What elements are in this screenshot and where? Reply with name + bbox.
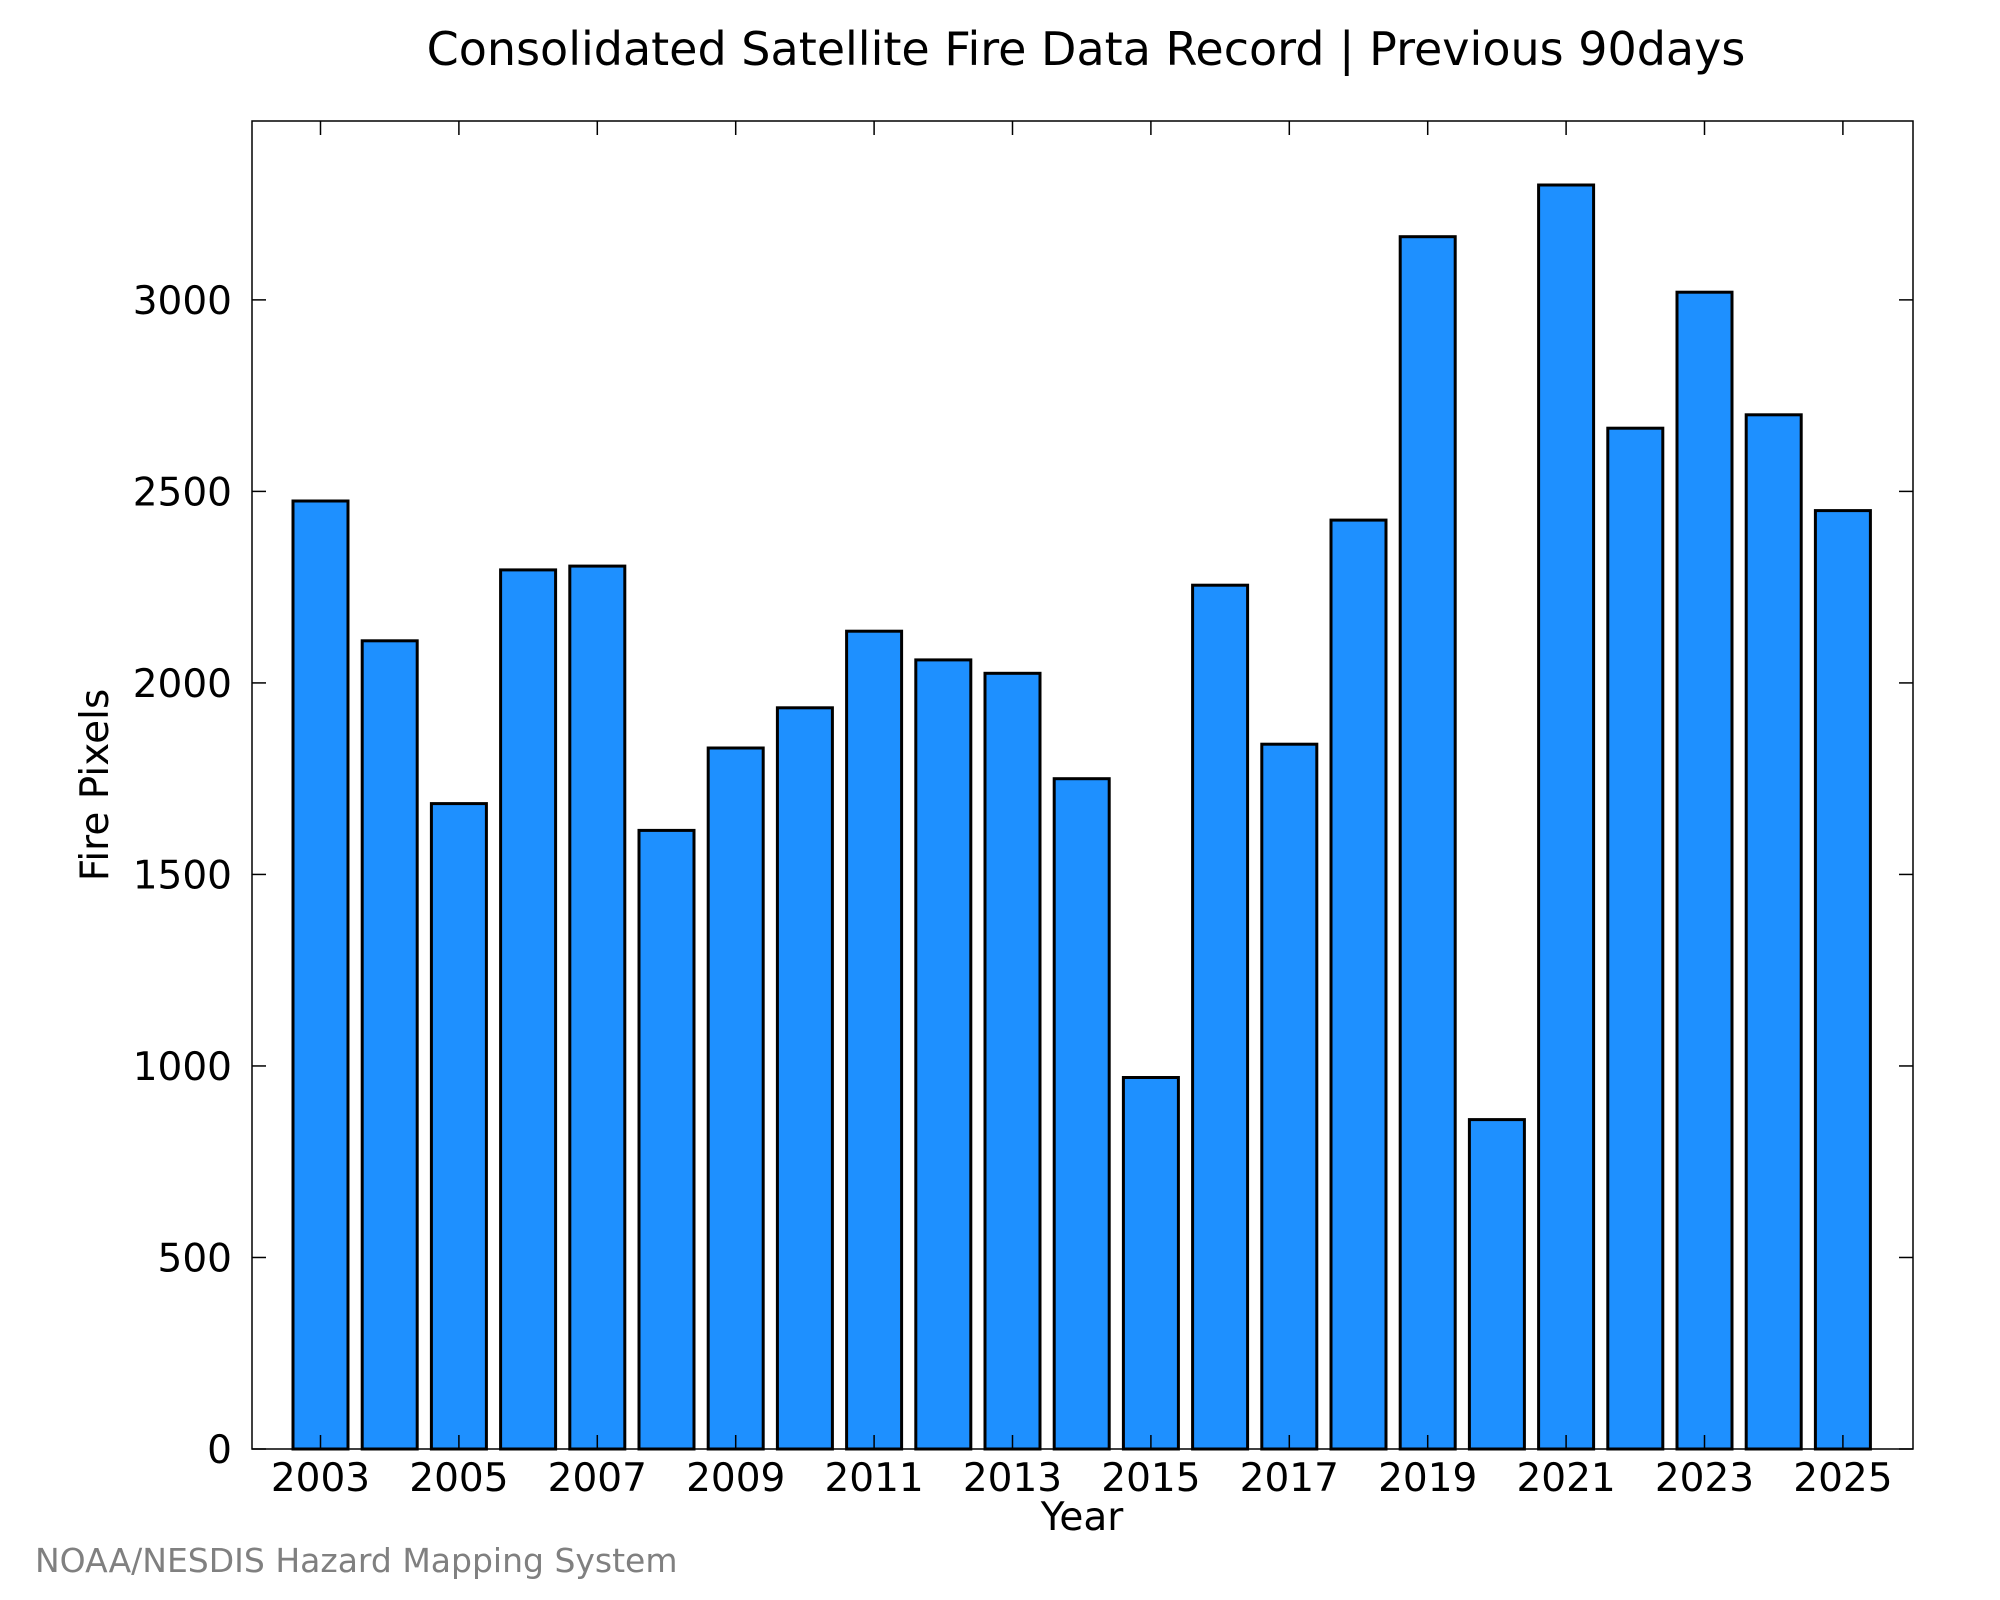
bar-2004	[360, 639, 419, 1451]
x-tick-label-2005: 2005	[409, 1456, 508, 1501]
plot-frame	[251, 120, 1914, 1450]
bar-2021	[1537, 183, 1596, 1451]
bar-2006	[499, 568, 558, 1451]
bar-2016	[1191, 583, 1250, 1451]
bar-2020	[1467, 1118, 1526, 1451]
y-tick-label-2000: 2000	[133, 662, 232, 707]
source-credit: NOAA/NESDIS Hazard Mapping System	[35, 1541, 678, 1580]
x-tick-label-2025: 2025	[1793, 1456, 1892, 1501]
bar-2019	[1398, 235, 1457, 1451]
y-axis: 0 500 1000 1500 2000 2500 3000	[133, 279, 1913, 1473]
bar-2025	[1813, 509, 1872, 1451]
bar-2024	[1744, 413, 1803, 1451]
y-tick-label-2500: 2500	[133, 470, 232, 515]
bar-2022	[1606, 426, 1665, 1451]
bars-group	[291, 183, 1872, 1451]
x-tick-label-2015: 2015	[1101, 1456, 1200, 1501]
y-tick-label-0: 0	[207, 1428, 232, 1473]
chart-title: Consolidated Satellite Fire Data Record …	[427, 22, 1746, 77]
bar-2015	[1121, 1076, 1180, 1451]
bar-2014	[1052, 777, 1111, 1451]
bar-2011	[845, 629, 904, 1451]
x-tick-label-2017: 2017	[1240, 1456, 1339, 1501]
x-tick-label-2011: 2011	[824, 1456, 923, 1501]
bar-2005	[429, 802, 488, 1451]
bar-2013	[983, 671, 1042, 1451]
x-tick-label-2013: 2013	[963, 1456, 1062, 1501]
x-tick-label-2023: 2023	[1655, 1456, 1754, 1501]
y-axis-label: Fire Pixels	[73, 689, 118, 882]
bar-2012	[914, 658, 973, 1451]
bar-2009	[706, 746, 765, 1451]
x-tick-label-2003: 2003	[271, 1456, 370, 1501]
y-tick-label-500: 500	[158, 1236, 232, 1281]
y-tick-label-3000: 3000	[133, 279, 232, 324]
x-axis-label: Year	[1040, 1495, 1125, 1540]
x-axis: 2003 2005 2007 2009 2011 2013 2015 2017 2019 2021…	[271, 121, 1893, 1501]
bar-2018	[1329, 518, 1388, 1451]
x-tick-label-2021: 2021	[1516, 1456, 1615, 1501]
bar-2007	[568, 564, 627, 1451]
y-tick-label-1000: 1000	[133, 1045, 232, 1090]
bar-2017	[1260, 742, 1319, 1451]
x-tick-label-2009: 2009	[686, 1456, 785, 1501]
bar-2003	[291, 499, 350, 1451]
x-tick-label-2007: 2007	[548, 1456, 647, 1501]
bar-2023	[1675, 290, 1734, 1451]
bar-2010	[775, 706, 834, 1451]
x-tick-label-2019: 2019	[1378, 1456, 1477, 1501]
bar-2008	[637, 828, 696, 1451]
y-tick-label-1500: 1500	[133, 853, 232, 898]
